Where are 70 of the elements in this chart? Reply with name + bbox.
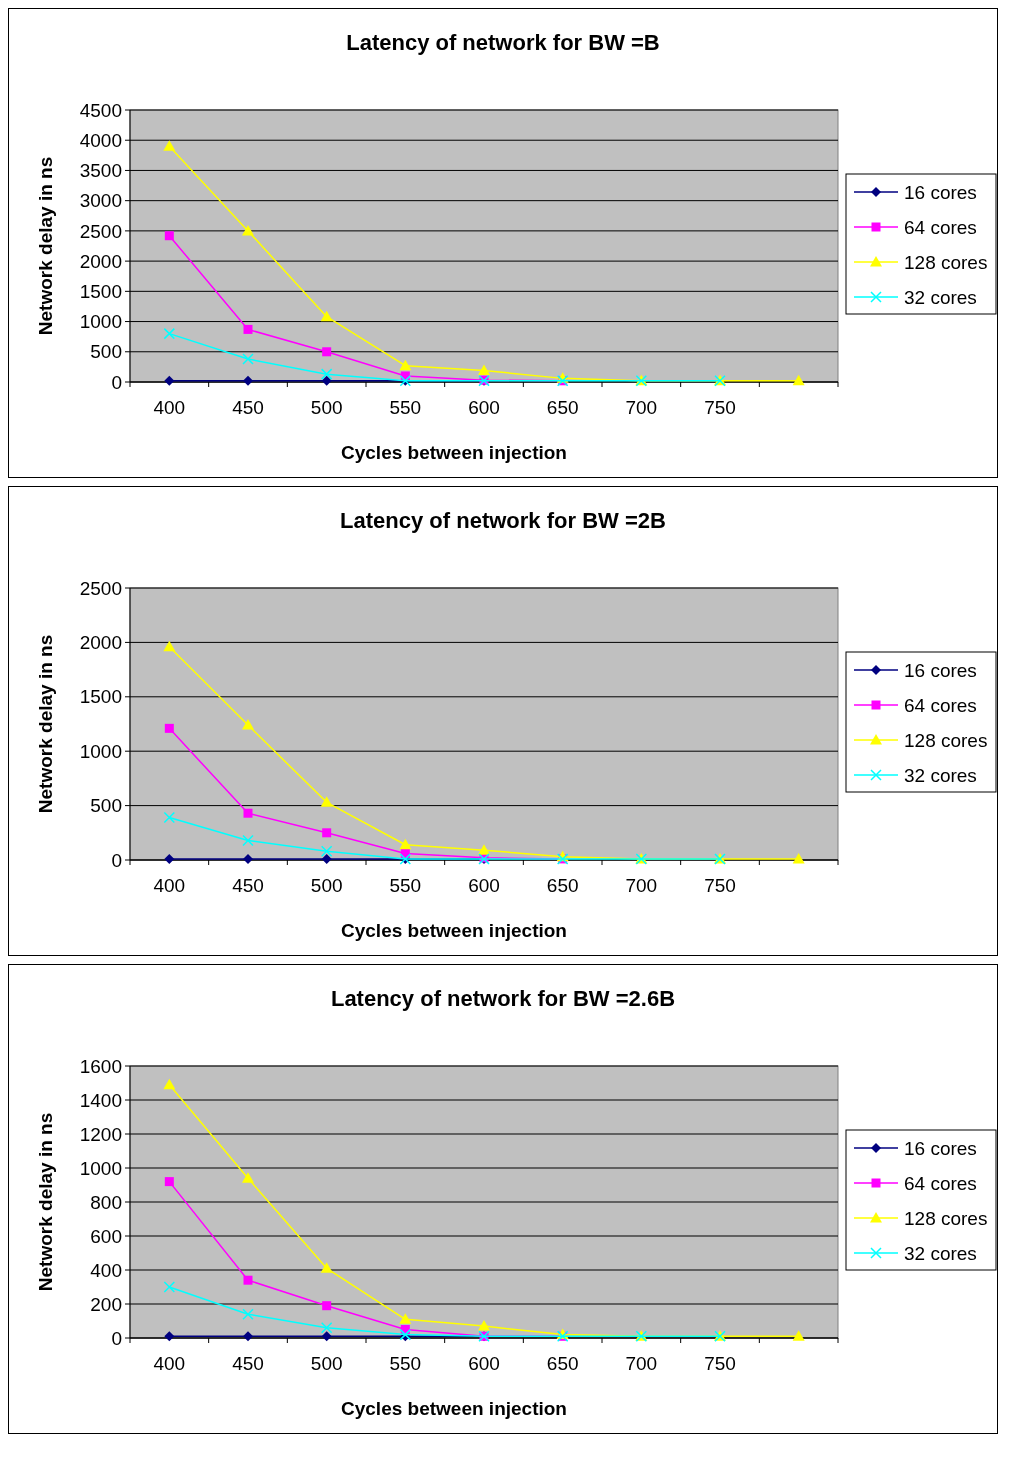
y-tick-label: 0 [111,371,122,393]
x-tick-label: 450 [232,875,264,896]
y-tick-label: 1000 [79,740,122,762]
x-tick-label: 550 [389,397,422,418]
y-tick-label: 2000 [79,250,122,272]
x-tick-label: 750 [704,397,736,418]
y-tick-label: 0 [111,1327,122,1349]
y-tick-label: 1000 [79,311,122,333]
y-tick-label: 500 [90,341,122,363]
legend-label: 128 cores [904,251,988,273]
legend-label: 64 cores [904,1172,977,1194]
y-tick-label: 1500 [79,280,122,302]
x-tick-label: 550 [389,875,422,896]
x-tick-label: 500 [310,875,343,896]
chart-title: Latency of network for BW =B [346,30,660,55]
legend-label: 128 cores [904,1207,988,1229]
legend-label: 128 cores [904,729,988,751]
legend-label: 32 cores [904,764,977,786]
y-tick-label: 1000 [79,1157,122,1179]
x-tick-label: 450 [232,1353,264,1374]
y-tick-label: 1400 [79,1089,122,1111]
x-tick-label: 400 [153,875,186,896]
y-tick-label: 800 [90,1191,122,1213]
x-tick-label: 400 [153,1353,186,1374]
x-tick-label: 550 [389,1353,422,1374]
x-tick-label: 500 [310,397,343,418]
chart-title: Latency of network for BW =2B [340,508,666,533]
x-tick-label: 750 [704,875,736,896]
y-tick-label: 1500 [79,686,122,708]
y-tick-label: 3000 [79,190,122,212]
y-tick-label: 600 [90,1225,122,1247]
chart-title: Latency of network for BW =2.6B [330,986,676,1011]
x-tick-label: 700 [625,875,658,896]
y-axis-title: Network delay in ns [35,1112,56,1292]
x-tick-label: 600 [468,1353,500,1374]
y-axis-title: Network delay in ns [35,634,56,814]
x-tick-label: 500 [310,1353,343,1374]
x-tick-label: 600 [468,397,500,418]
x-axis-title: Cycles between injection [341,1398,567,1419]
legend-label: 16 cores [904,1137,977,1159]
y-tick-label: 1200 [79,1123,122,1145]
y-tick-label: 2500 [79,220,122,242]
x-tick-label: 650 [546,397,579,418]
y-tick-label: 2500 [79,577,122,599]
x-tick-label: 750 [704,1353,736,1374]
x-tick-label: 650 [546,1353,579,1374]
y-tick-label: 200 [90,1293,122,1315]
legend-label: 16 cores [904,181,977,203]
y-tick-label: 3500 [79,160,122,182]
x-tick-label: 400 [153,397,186,418]
x-axis-title: Cycles between injection [341,442,567,463]
y-tick-label: 500 [90,795,122,817]
y-tick-label: 4500 [79,99,122,121]
y-tick-label: 4000 [79,129,122,151]
legend-label: 32 cores [904,286,977,308]
x-tick-label: 650 [546,875,579,896]
legend-label: 16 cores [904,659,977,681]
y-tick-label: 400 [90,1259,122,1281]
x-tick-label: 450 [232,397,264,418]
legend-label: 64 cores [904,216,977,238]
x-tick-label: 700 [625,1353,658,1374]
legend-label: 64 cores [904,694,977,716]
legend-label: 32 cores [904,1242,977,1264]
y-tick-label: 2000 [79,632,122,654]
x-axis-title: Cycles between injection [341,920,567,941]
x-tick-label: 600 [468,875,500,896]
y-axis-title: Network delay in ns [35,156,56,336]
y-tick-label: 0 [111,849,122,871]
y-tick-label: 1600 [79,1055,122,1077]
x-tick-label: 700 [625,397,658,418]
